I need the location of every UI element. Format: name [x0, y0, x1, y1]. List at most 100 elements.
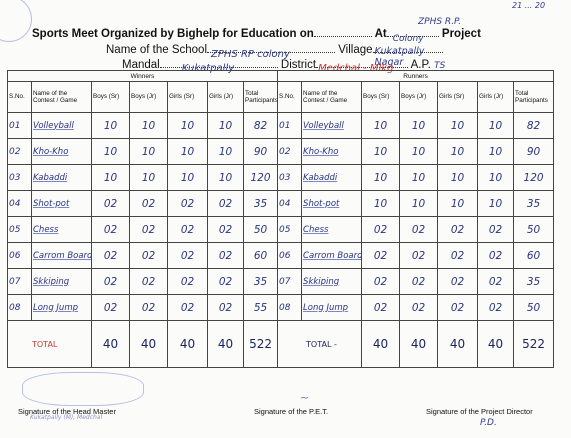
col-game: Name of the Contest / Game — [301, 81, 363, 113]
value-cell: 10 — [129, 164, 168, 191]
school-label: Name of the School — [106, 44, 208, 56]
value-cell: 10 — [91, 138, 130, 165]
game-name: Carrom Board — [301, 242, 363, 269]
value-cell: 02 — [207, 216, 244, 243]
table-row: 02 Kho-Kho 10 10 10 10 90 02 Kho-Kho 10 10 10 10 90 — [7, 138, 555, 165]
value-cell: 02 — [91, 294, 130, 321]
stamp-text: Kukatpally (M), Medchal — [30, 414, 103, 421]
value-cell: 10 — [361, 164, 401, 191]
value-cell: 02 — [477, 294, 515, 321]
serial-number: 02 — [7, 138, 32, 165]
game-name: Long Jump — [31, 294, 92, 321]
value-cell: 02 — [399, 294, 439, 321]
value-cell: 02 — [437, 216, 479, 243]
value-cell: 10 — [437, 164, 479, 191]
value-cell: 02 — [167, 242, 208, 269]
col-boys-jr: Boys (Jr) — [129, 81, 168, 113]
serial-number: 03 — [277, 164, 303, 191]
value-cell: 02 — [361, 268, 401, 295]
value-cell: 02 — [167, 268, 208, 295]
value-cell: 10 — [91, 164, 130, 191]
total-cell: 40 — [437, 320, 479, 368]
total-cell: 90 — [513, 138, 555, 165]
value-cell: 02 — [399, 216, 439, 243]
col-boys-sr: Boys (Sr) — [91, 81, 130, 113]
total-cell: 40 — [129, 320, 168, 368]
value-cell: 10 — [91, 112, 130, 139]
value-cell: 10 — [167, 164, 208, 191]
total-cell: 50 — [513, 216, 555, 243]
winners-header: Winners — [6, 70, 279, 82]
value-cell: 02 — [361, 242, 401, 269]
value-cell: 02 — [129, 268, 168, 295]
col-sno: S.No. — [7, 81, 32, 113]
value-cell: 02 — [399, 268, 439, 295]
serial-number: 07 — [277, 268, 303, 295]
project-value: ZPHS R.P. — [418, 17, 462, 27]
serial-number: 06 — [7, 242, 32, 269]
total-cell: 522 — [242, 320, 279, 368]
head-master-signature-label: Signature of the Head Master — [18, 407, 116, 416]
total-cell: 40 — [399, 320, 439, 368]
value-cell: 10 — [399, 138, 439, 165]
value-cell: 02 — [437, 242, 479, 269]
lower-stamp — [22, 372, 144, 406]
at-label: At — [374, 28, 387, 40]
value-cell: 02 — [207, 242, 244, 269]
district-value: Medchal - Mlkg — [318, 63, 394, 74]
col-total: Total Participants — [513, 81, 555, 113]
mandal-line: Mandal Kukatpally District Medchal - Mlkg … — [122, 59, 445, 74]
total-cell: 40 — [361, 320, 401, 368]
district-label: District — [280, 59, 317, 71]
serial-number: 02 — [277, 138, 303, 165]
total-cell: 60 — [513, 242, 555, 269]
serial-number: 04 — [277, 190, 303, 217]
mandal-label: Mandal — [122, 59, 160, 71]
col-game: Name of the Contest / Game — [31, 81, 92, 113]
value-cell: 02 — [361, 294, 401, 321]
col-boys-sr: Boys (Sr) — [361, 81, 401, 113]
total-cell: 50 — [242, 216, 279, 243]
col-girls-sr: Girls (Sr) — [167, 81, 208, 113]
table-row: 08 Long Jump 02 02 02 02 55 08 Long Jump 02 02 02 02… — [7, 294, 555, 321]
value-cell: 02 — [477, 268, 515, 295]
total-cell: 40 — [91, 320, 130, 368]
serial-number: 07 — [7, 268, 32, 295]
value-cell: 02 — [477, 242, 515, 269]
column-header-row: S.No. Name of the Contest / Game Boys (S… — [7, 81, 555, 113]
value-cell: 10 — [129, 112, 168, 139]
value-cell: 02 — [361, 216, 401, 243]
value-cell: 10 — [477, 190, 515, 217]
group-header-row: Winners Runners — [6, 70, 555, 82]
value-cell: 10 — [399, 190, 439, 217]
value-cell: 10 — [477, 138, 515, 165]
total-cell: 120 — [242, 164, 279, 191]
value-cell: 02 — [91, 216, 130, 243]
value-cell: 10 — [207, 112, 244, 139]
total-cell: 40 — [207, 320, 244, 368]
table-row: 04 Shot-pot 02 02 02 02 35 04 Shot-pot 10 10 10 10 35 — [7, 190, 555, 217]
pet-signature-mark: ~ — [300, 391, 310, 404]
value-cell: 02 — [399, 242, 439, 269]
game-name: Kho-Kho — [301, 138, 363, 165]
title-line: Sports Meet Organized by Bighelp for Edu… — [32, 28, 571, 44]
serial-number: 01 — [277, 112, 303, 139]
total-cell: 40 — [167, 320, 208, 368]
sports-table: Winners Runners S.No. Name of the Contes… — [6, 70, 555, 368]
game-name: Kho-Kho — [31, 138, 92, 165]
col-total: Total Participants — [242, 81, 279, 113]
village-value: Kukatpally Nagar — [374, 46, 425, 68]
value-cell: 10 — [361, 112, 401, 139]
value-cell: 02 — [437, 294, 479, 321]
serial-number: 05 — [7, 216, 32, 243]
serial-number: 05 — [277, 216, 303, 243]
total-cell: 35 — [242, 268, 279, 295]
serial-number: 03 — [7, 164, 32, 191]
value-cell: 02 — [129, 294, 168, 321]
total-cell: 522 — [513, 320, 555, 368]
value-cell: 10 — [129, 138, 168, 165]
village-label: Village — [338, 44, 373, 56]
state-label: A.P. — [410, 59, 431, 71]
value-cell: 10 — [207, 138, 244, 165]
serial-number: 08 — [7, 294, 32, 321]
